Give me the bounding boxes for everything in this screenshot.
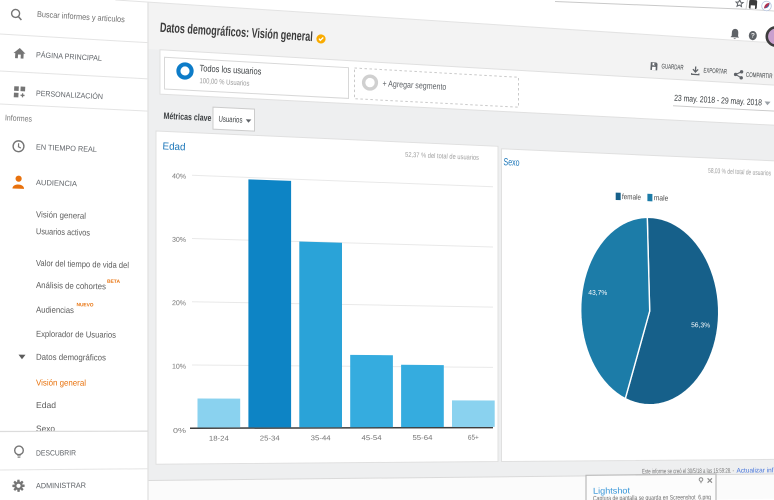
svg-text:Edad: Edad <box>162 141 186 153</box>
svg-text:40%: 40% <box>172 173 186 181</box>
svg-text:18-24: 18-24 <box>209 436 229 443</box>
svg-text:EXPORTAR: EXPORTAR <box>703 67 727 75</box>
svg-text:45-54: 45-54 <box>362 435 382 442</box>
svg-text:0%: 0% <box>173 428 186 435</box>
svg-text:Usuarios activos: Usuarios activos <box>36 226 90 238</box>
svg-text:Actualizar inf: Actualizar inf <box>736 467 773 474</box>
svg-text:Lightshot: Lightshot <box>593 485 631 495</box>
svg-text:Este informe se creó el 30/5/1: Este informe se creó el 30/5/18 a las 15… <box>642 468 734 476</box>
svg-text:+ Agregar segmento: + Agregar segmento <box>382 78 447 91</box>
svg-text:Valor del tiempo de vida del: Valor del tiempo de vida del <box>36 258 129 270</box>
svg-text:30%: 30% <box>172 237 186 244</box>
svg-text:52,37 % del total de usuarios: 52,37 % del total de usuarios <box>405 152 480 162</box>
svg-text:35-44: 35-44 <box>311 435 331 442</box>
svg-text:Sexo: Sexo <box>503 157 520 169</box>
svg-text:AUDIENCIA: AUDIENCIA <box>36 178 78 189</box>
svg-text:43,7%: 43,7% <box>588 290 607 297</box>
svg-text:23 may. 2018 - 29 may. 2018: 23 may. 2018 - 29 may. 2018 <box>674 93 762 108</box>
svg-text:NUEVO: NUEVO <box>76 302 93 308</box>
svg-text:56,3%: 56,3% <box>691 322 710 329</box>
svg-text:Audiencias: Audiencias <box>36 304 74 315</box>
svg-text:25-34: 25-34 <box>260 435 280 442</box>
svg-text:COMPARTIR: COMPARTIR <box>746 72 773 81</box>
svg-text:GUARDAR: GUARDAR <box>661 63 683 71</box>
svg-text:10%: 10% <box>172 364 186 371</box>
svg-text:male: male <box>654 193 669 203</box>
svg-text:BETA: BETA <box>107 279 121 285</box>
svg-text:Sexo: Sexo <box>36 423 55 433</box>
svg-text:Todos los usuarios: Todos los usuarios <box>199 63 262 76</box>
svg-text:100,00 % Usuarios: 100,00 % Usuarios <box>199 76 250 88</box>
svg-text:Explorador de Usuarios: Explorador de Usuarios <box>36 329 116 340</box>
svg-text:Visión general: Visión general <box>36 377 86 387</box>
svg-text:PERSONALIZACIÓN: PERSONALIZACIÓN <box>36 89 103 101</box>
svg-text:58,03 % del total de usuarios: 58,03 % del total de usuarios <box>708 168 772 178</box>
svg-text:Informes: Informes <box>5 113 32 123</box>
svg-text:Visión general: Visión general <box>36 209 86 221</box>
svg-text:Análisis de cohortes: Análisis de cohortes <box>36 280 106 291</box>
svg-text:?: ? <box>751 32 755 39</box>
svg-text:female: female <box>622 192 641 202</box>
svg-text:Edad: Edad <box>36 400 56 410</box>
svg-text:65+: 65+ <box>468 435 479 442</box>
svg-text:Captura de pantalla se guarda: Captura de pantalla se guarda en Screens… <box>593 494 711 500</box>
svg-text:Métricas clave: Métricas clave <box>163 111 211 123</box>
svg-text:20%: 20% <box>172 300 186 307</box>
svg-text:DESCUBRIR: DESCUBRIR <box>36 448 77 457</box>
svg-text:Datos demográficos: Datos demográficos <box>36 352 106 363</box>
svg-text:Usuarios: Usuarios <box>218 115 242 125</box>
svg-text:PÁGINA PRINCIPAL: PÁGINA PRINCIPAL <box>36 50 102 63</box>
svg-text:EN TIEMPO REAL: EN TIEMPO REAL <box>36 142 97 154</box>
svg-text:55-64: 55-64 <box>412 435 432 442</box>
svg-text:ADMINISTRAR: ADMINISTRAR <box>36 481 87 491</box>
